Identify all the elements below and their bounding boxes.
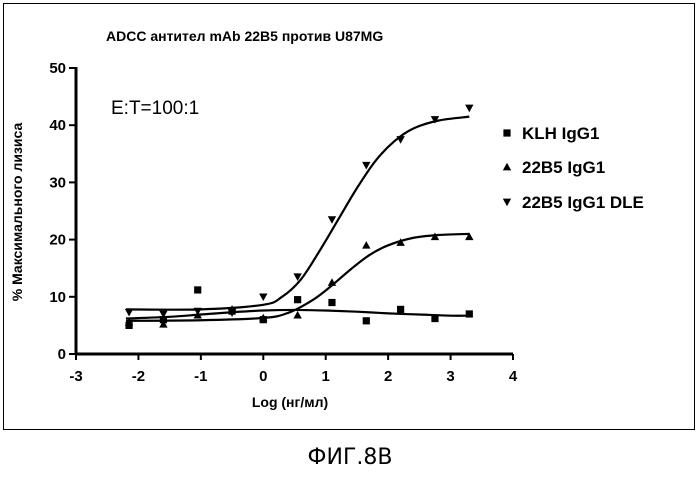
data-point-3 [396,136,404,144]
data-point-2 [293,311,301,319]
x-tick-label: -1 [194,368,207,385]
legend-label-3: 22B5 IgG1 DLE [522,193,644,212]
legend-label-1: KLH IgG1 [522,124,599,143]
legend-label-2: 22B5 IgG1 [522,158,605,177]
legend-marker-3 [503,199,511,207]
data-point-1 [363,317,370,324]
data-point-3 [465,105,473,113]
figure-caption: ФИГ.8B [0,445,700,470]
x-tick-label: 3 [446,368,454,385]
x-axis-label: Log (нг/мл) [252,394,328,410]
y-axis-label: % Максимального лизиса [9,123,25,302]
chart-title: ADCC антител mAb 22B5 против U87MG [106,28,383,44]
data-point-1 [328,299,335,306]
data-point-2 [362,241,370,249]
data-point-3 [328,216,336,224]
y-tick-label: 10 [49,289,66,306]
x-tick-label: -2 [132,368,145,385]
ratio-annotation: E:T=100:1 [111,98,199,119]
data-point-1 [294,296,301,303]
x-tick-label: 2 [384,368,392,385]
data-point-1 [397,306,404,313]
x-tick-label: 4 [509,368,518,385]
data-point-3 [259,293,267,301]
data-point-1 [194,286,201,293]
y-tick-label: 50 [49,60,66,77]
x-tick-label: 0 [259,368,267,385]
data-point-1 [431,315,438,322]
data-point-1 [466,310,473,317]
data-point-3 [125,309,133,317]
legend-marker-2 [503,163,511,171]
y-tick-label: 0 [58,346,66,363]
x-tick-label: 1 [322,368,330,385]
y-tick-label: 40 [49,117,66,134]
y-tick-label: 20 [49,232,66,249]
y-tick-label: 30 [49,174,66,191]
x-tick-label: -3 [69,368,82,385]
legend-marker-1 [503,129,510,136]
